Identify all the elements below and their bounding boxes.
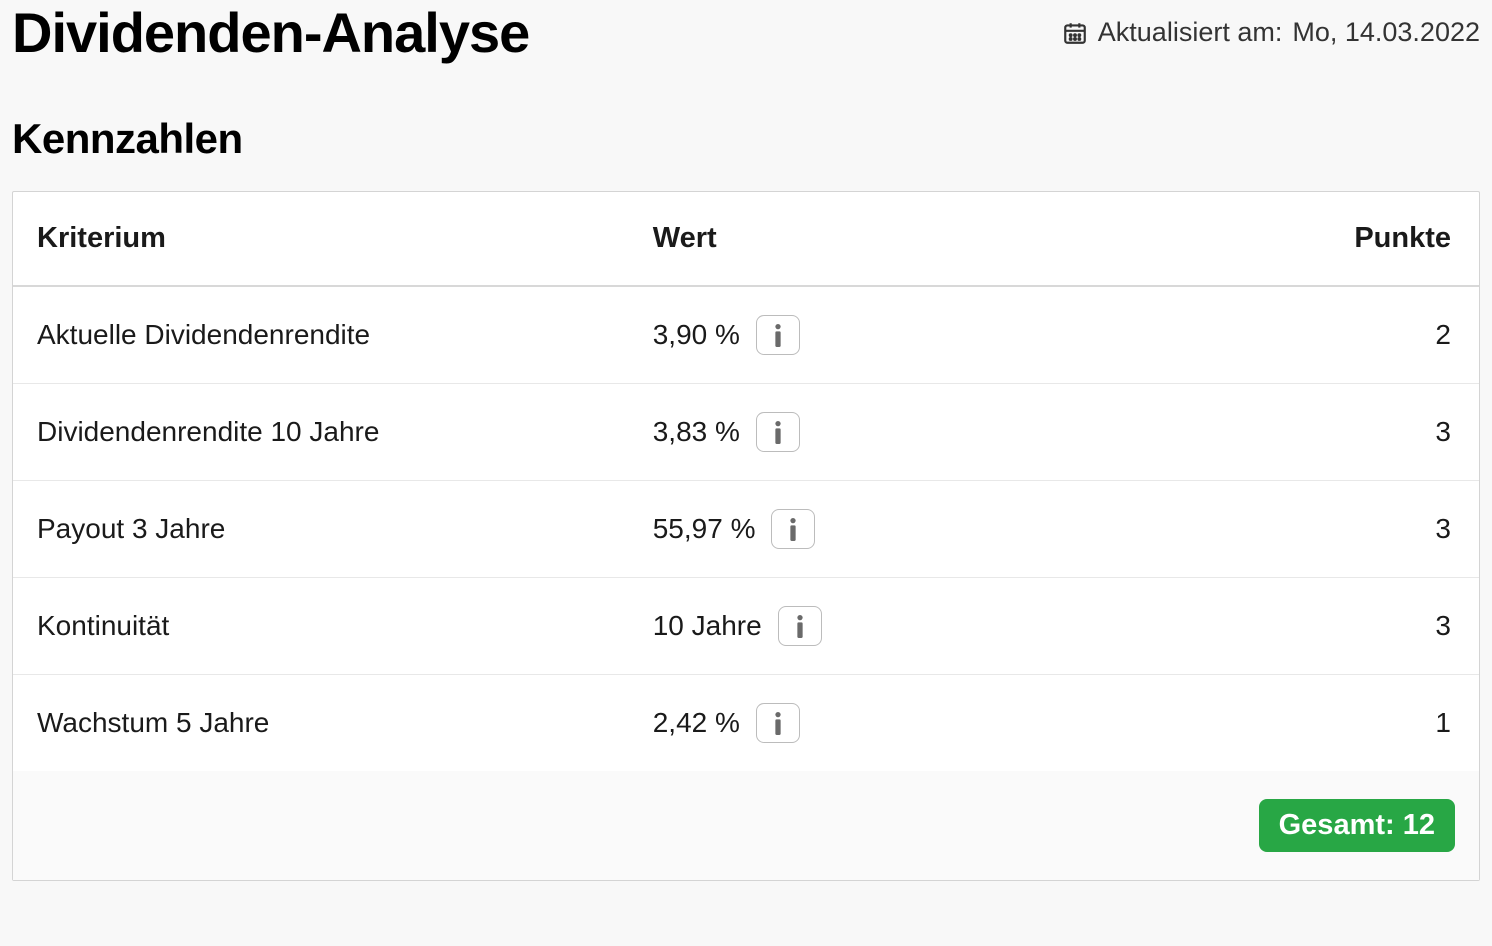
info-icon[interactable] <box>756 412 800 452</box>
cell-punkte: 3 <box>1186 481 1479 578</box>
table-row: Aktuelle Dividendenrendite 3,90 % 2 <box>13 286 1479 384</box>
cell-wert: 2,42 % <box>629 675 1186 771</box>
section-title: Kennzahlen <box>12 115 1480 163</box>
cell-punkte: 3 <box>1186 578 1479 675</box>
calendar-icon <box>1062 20 1088 46</box>
cell-punkte: 3 <box>1186 384 1479 481</box>
cell-punkte: 2 <box>1186 286 1479 384</box>
total-badge: Gesamt: 12 <box>1259 799 1455 852</box>
cell-wert: 3,90 % <box>629 287 1186 383</box>
info-icon[interactable] <box>778 606 822 646</box>
page-title: Dividenden-Analyse <box>12 0 529 65</box>
metrics-table: Kriterium Wert Punkte Aktuelle Dividende… <box>13 192 1479 880</box>
column-header-kriterium: Kriterium <box>13 192 629 286</box>
page-header: Dividenden-Analyse Aktualisiert am: Mo, … <box>12 0 1480 65</box>
info-icon[interactable] <box>756 703 800 743</box>
cell-wert: 3,83 % <box>629 384 1186 480</box>
cell-kriterium: Wachstum 5 Jahre <box>13 675 629 772</box>
table-row: Dividendenrendite 10 Jahre 3,83 % 3 <box>13 384 1479 481</box>
cell-wert: 10 Jahre <box>629 578 1186 674</box>
wert-value: 3,90 % <box>653 319 740 351</box>
cell-kriterium: Aktuelle Dividendenrendite <box>13 286 629 384</box>
table-header-row: Kriterium Wert Punkte <box>13 192 1479 286</box>
cell-wert: 55,97 % <box>629 481 1186 577</box>
total-label: Gesamt: <box>1279 809 1395 841</box>
info-icon[interactable] <box>771 509 815 549</box>
wert-value: 2,42 % <box>653 707 740 739</box>
updated-date: Mo, 14.03.2022 <box>1292 17 1480 48</box>
column-header-punkte: Punkte <box>1186 192 1479 286</box>
metrics-table-wrapper: Kriterium Wert Punkte Aktuelle Dividende… <box>12 191 1480 881</box>
wert-value: 55,97 % <box>653 513 756 545</box>
table-footer-row: Gesamt: 12 <box>13 771 1479 880</box>
column-header-wert: Wert <box>629 192 1186 286</box>
updated-label: Aktualisiert am: <box>1098 17 1283 48</box>
cell-kriterium: Kontinuität <box>13 578 629 675</box>
table-row: Wachstum 5 Jahre 2,42 % 1 <box>13 675 1479 772</box>
cell-kriterium: Dividendenrendite 10 Jahre <box>13 384 629 481</box>
cell-punkte: 1 <box>1186 675 1479 772</box>
cell-kriterium: Payout 3 Jahre <box>13 481 629 578</box>
wert-value: 3,83 % <box>653 416 740 448</box>
table-row: Payout 3 Jahre 55,97 % 3 <box>13 481 1479 578</box>
wert-value: 10 Jahre <box>653 610 762 642</box>
total-value: 12 <box>1403 809 1435 841</box>
info-icon[interactable] <box>756 315 800 355</box>
updated-info: Aktualisiert am: Mo, 14.03.2022 <box>1062 17 1480 48</box>
table-row: Kontinuität 10 Jahre 3 <box>13 578 1479 675</box>
